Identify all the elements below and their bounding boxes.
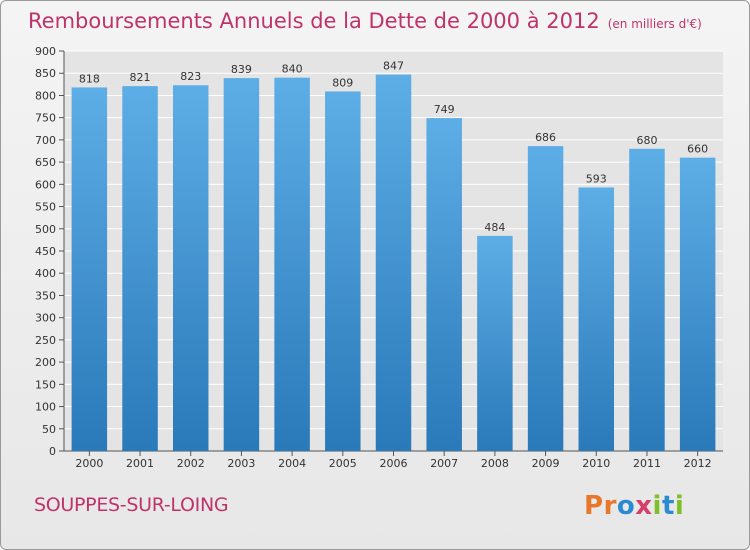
labels: 0 50 100 150 200 250 300 350 400 450 500 550 600 650 7… <box>35 45 712 470</box>
y-tick-label: 550 <box>35 201 56 214</box>
y-tick-label: 750 <box>35 112 56 125</box>
bar-2008 <box>477 235 513 451</box>
bar-2012 <box>679 157 716 451</box>
data-label: 818 <box>79 72 100 85</box>
y-tick-label: 900 <box>35 45 56 58</box>
y-tick-label: 700 <box>35 134 56 147</box>
bar-2010 <box>578 187 615 451</box>
bar-2011 <box>629 148 665 451</box>
data-label: 840 <box>282 63 303 76</box>
data-label: 823 <box>180 70 201 83</box>
x-tick-label: 2007 <box>430 457 458 470</box>
proxiti-logo: Proxiti <box>584 491 685 521</box>
y-tick-label: 200 <box>35 356 56 369</box>
y-tick-label: 300 <box>35 312 56 325</box>
y-tick-label: 100 <box>35 401 56 414</box>
y-tick-label: 650 <box>35 156 56 169</box>
y-tick-label: 250 <box>35 334 56 347</box>
x-tick-label: 2010 <box>582 457 610 470</box>
x-tick-label: 2005 <box>329 457 357 470</box>
x-tick-label: 2009 <box>532 457 560 470</box>
bar-2001 <box>122 86 158 451</box>
x-tick-label: 2003 <box>227 457 255 470</box>
x-tick-label: 2006 <box>380 457 408 470</box>
chart-unit-note: (en milliers d'€) <box>607 17 702 31</box>
data-label: 660 <box>687 143 708 156</box>
x-tick-label: 2004 <box>278 457 306 470</box>
x-tick-label: 2001 <box>126 457 154 470</box>
data-label: 593 <box>586 172 607 185</box>
data-label: 821 <box>130 71 151 84</box>
data-label: 839 <box>231 63 252 76</box>
y-tick-label: 800 <box>35 89 56 102</box>
bar-2005 <box>325 91 361 451</box>
y-tick-label: 50 <box>42 423 56 436</box>
x-tick-label: 2000 <box>75 457 103 470</box>
data-label: 749 <box>434 103 455 116</box>
y-tick-label: 350 <box>35 289 56 302</box>
bar-2002 <box>172 85 209 451</box>
bar-2003 <box>223 78 260 451</box>
y-tick-label: 500 <box>35 223 56 236</box>
bar-2004 <box>274 77 310 452</box>
data-label: 686 <box>535 131 556 144</box>
y-tick-label: 850 <box>35 67 56 80</box>
chart-title-text: Remboursements Annuels de la Dette de 20… <box>28 9 600 33</box>
chart-title: Remboursements Annuels de la Dette de 20… <box>28 9 702 33</box>
y-tick-label: 400 <box>35 267 56 280</box>
data-label: 680 <box>636 134 657 147</box>
data-label: 809 <box>332 76 353 89</box>
bar-2006 <box>375 74 412 452</box>
x-tick-label: 2011 <box>633 457 661 470</box>
commune-name: SOUPPES-SUR-LOING <box>34 494 229 516</box>
y-tick-label: 600 <box>35 178 56 191</box>
y-tick-label: 450 <box>35 245 56 258</box>
x-tick-label: 2002 <box>177 457 205 470</box>
y-tick-label: 150 <box>35 378 56 391</box>
bar-2009 <box>527 146 564 451</box>
y-tick-label: 0 <box>49 445 56 458</box>
x-tick-label: 2008 <box>481 457 509 470</box>
data-label: 847 <box>383 60 404 73</box>
data-label: 484 <box>484 221 505 234</box>
bar-2007 <box>426 118 462 451</box>
bars <box>71 74 716 452</box>
bar-2000 <box>71 87 108 451</box>
x-tick-label: 2012 <box>684 457 712 470</box>
